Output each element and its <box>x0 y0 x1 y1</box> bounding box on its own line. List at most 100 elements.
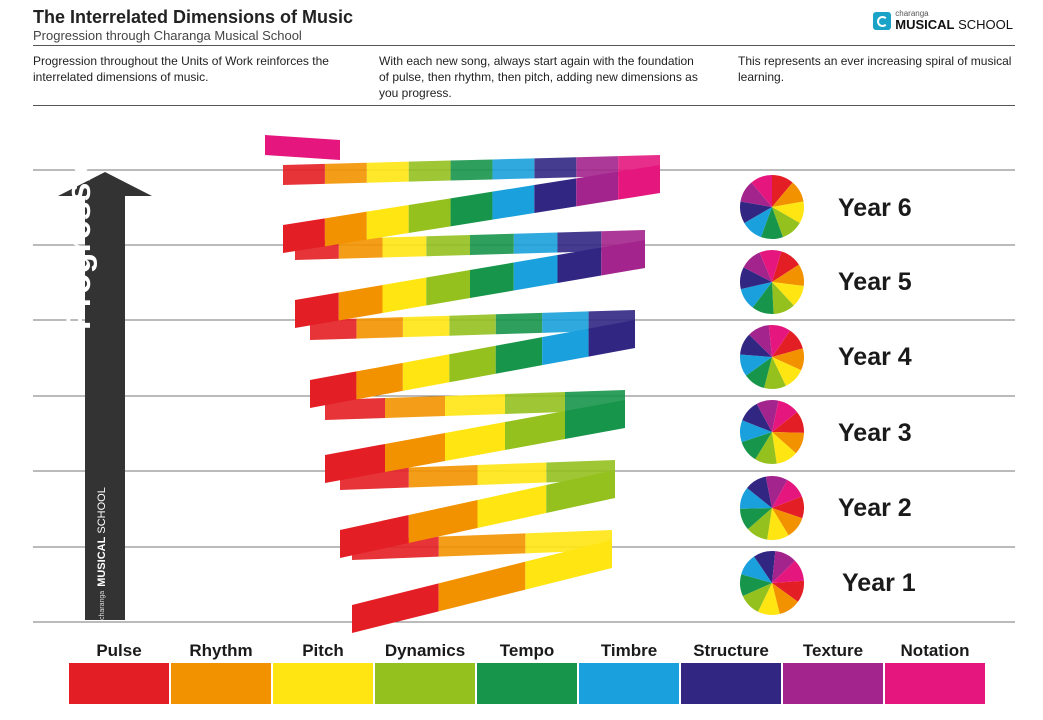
spiral-back-4-5 <box>402 315 450 338</box>
spiral-back-6-5 <box>450 159 493 181</box>
arrow-logo-big: MUSICAL SCHOOL <box>96 487 108 587</box>
spiral-front-4-1 <box>310 371 357 408</box>
charanga-logo: charanga MUSICAL SCHOOL <box>873 10 1013 31</box>
year-wheel-6-slice-3 <box>772 201 804 223</box>
year-wheel-3-slice-2 <box>772 432 804 454</box>
year-wheel-6-slice-4 <box>772 207 800 238</box>
year-label-4: Year 4 <box>838 343 912 371</box>
year-wheel-4-slice-2 <box>772 348 804 371</box>
legend-label-pulse: Pulse <box>96 641 142 660</box>
spiral-front-5-5 <box>470 262 514 298</box>
arrow-logo-small: charanga <box>98 590 106 620</box>
legend-label-structure: Structure <box>693 641 769 660</box>
year-wheel-6-slice-5 <box>761 207 783 239</box>
year-wheel-5-slice-3 <box>772 282 804 306</box>
logo-small-text: charanga <box>895 9 929 18</box>
logo-big-text: MUSICAL SCHOOL <box>895 18 1013 31</box>
page-title: The Interrelated Dimensions of Music <box>33 7 354 27</box>
spiral-back-5-7 <box>338 237 383 259</box>
arrow-logo-bold: MUSICAL <box>96 536 108 587</box>
spiral-tail <box>265 135 340 160</box>
legend-label-pitch: Pitch <box>302 641 344 660</box>
spiral-back-2-2 <box>477 462 547 485</box>
spiral-front-2-4 <box>546 470 615 513</box>
year-wheel-6-slice-1 <box>772 175 793 207</box>
year-wheel-2-slice-8 <box>765 476 788 508</box>
year-label-3: Year 3 <box>838 419 912 447</box>
spiral-front-1-2 <box>438 561 526 612</box>
year-wheel-3-slice-5 <box>741 432 772 460</box>
spiral-front-2-2 <box>408 500 478 543</box>
year-wheel-4-slice-1 <box>772 330 803 357</box>
spiral-back-4-3 <box>495 312 543 335</box>
intro-col-3: This represents an ever increasing spira… <box>738 54 1012 84</box>
year-wheel-5-slice-9 <box>759 250 782 282</box>
year-wheel-6-slice-6 <box>744 207 772 238</box>
spiral-back-3-2 <box>505 392 565 414</box>
year-wheel-4-slice-6 <box>739 354 772 376</box>
spiral-front-6-6 <box>492 185 535 220</box>
spiral-front-6-4 <box>408 198 451 233</box>
spiral-front-4-4 <box>449 345 496 383</box>
intro-col-1: Progression throughout the Units of Work… <box>33 54 329 84</box>
arrow-logo: charanga MUSICAL SCHOOL <box>96 487 108 620</box>
spiral-front-3-5 <box>565 400 625 439</box>
year-wheel-6-slice-9 <box>751 175 772 207</box>
year-wheel-5-slice-4 <box>772 282 794 314</box>
year-wheel-6-slice-2 <box>772 182 804 207</box>
spiral-back-3-5 <box>325 398 385 420</box>
year-wheel-5-slice-6 <box>740 282 772 308</box>
spiral-back-6-6 <box>408 160 451 182</box>
year-label-1: Year 1 <box>842 569 916 597</box>
intro-rule <box>33 105 1015 106</box>
logo-big-bold: MUSICAL <box>895 17 955 32</box>
spiral-front-5-6 <box>513 255 558 291</box>
year-wheel-4-slice-8 <box>749 325 772 357</box>
legend-label-dynamics: Dynamics <box>384 641 466 660</box>
spiral-back-5-2 <box>557 231 602 253</box>
spiral-front-6-7 <box>534 178 577 213</box>
spiral-front-1-3 <box>525 540 612 590</box>
legend-swatch-timbre <box>579 663 679 704</box>
year-wheel-4-slice-3 <box>772 357 802 386</box>
year-wheel-4-slice-5 <box>745 357 772 388</box>
spiral-back-5-3 <box>513 232 558 254</box>
legend-swatch-texture <box>783 663 883 704</box>
year-wheel-1-slice-4 <box>742 583 772 612</box>
spiral-back-3-4 <box>385 396 445 418</box>
year-label-5: Year 5 <box>838 268 912 296</box>
year-wheel-2-slice-9 <box>772 479 802 508</box>
year-wheel-2-slice-2 <box>772 508 803 536</box>
spiral-back-6-2 <box>576 156 619 178</box>
spiral-front-6-1 <box>283 218 325 253</box>
year-wheel-3-slice-1 <box>772 412 804 433</box>
year-wheel-5-slice-7 <box>740 267 772 290</box>
spiral-back-1-2 <box>438 533 526 557</box>
spiral-front-2-3 <box>477 485 547 528</box>
year-wheel-1-slice-2 <box>772 583 798 615</box>
legend-swatch-pitch <box>273 663 373 704</box>
year-wheel-2-slice-5 <box>740 508 772 530</box>
spiral-front-6-2 <box>324 211 367 247</box>
year-wheel-1-slice-5 <box>739 574 772 597</box>
progression-label: Progression <box>60 131 98 330</box>
spiral-back-6-8 <box>324 162 367 184</box>
spiral-back-5-4 <box>470 233 514 255</box>
spiral-back-5-6 <box>382 236 427 258</box>
year-wheel-3-slice-8 <box>756 400 779 432</box>
year-label-2: Year 2 <box>838 494 912 522</box>
year-wheel-1-slice-7 <box>754 550 776 583</box>
header-rule <box>33 45 1015 46</box>
year-wheel-1-slice-8 <box>772 551 795 583</box>
spiral-front-4-6 <box>542 328 589 366</box>
year-wheel-4-slice-4 <box>764 357 786 389</box>
year-wheel-4-slice-7 <box>740 334 772 357</box>
spiral-back-6-4 <box>492 158 535 180</box>
page-subtitle: Progression through Charanga Musical Sch… <box>33 28 302 43</box>
spiral-back-6-7 <box>366 161 409 183</box>
year-wheel-1-slice-9 <box>772 560 804 583</box>
legend-swatch-dynamics <box>375 663 475 704</box>
year-wheel-2-slice-7 <box>747 476 772 508</box>
legend-label-tempo: Tempo <box>499 641 555 660</box>
